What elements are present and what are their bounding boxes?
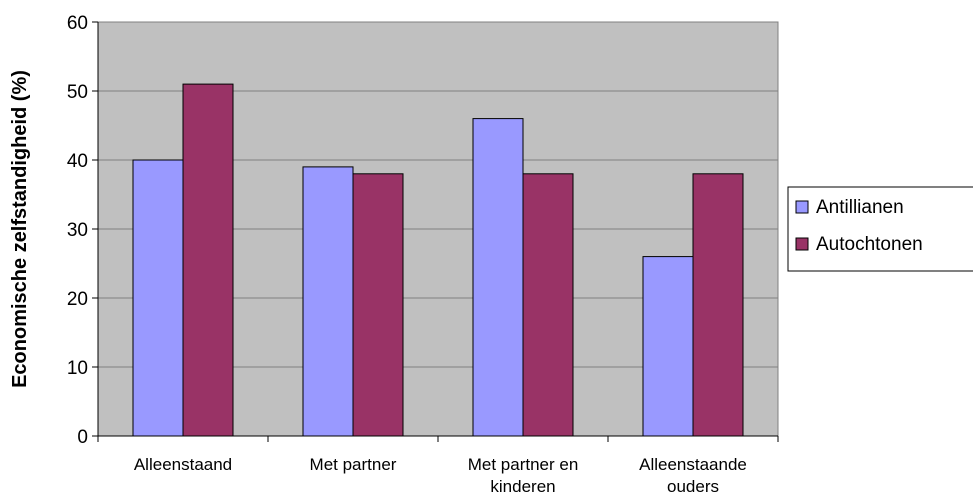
category-label: kinderen <box>490 477 555 496</box>
legend-label: Antillianen <box>816 197 904 218</box>
legend: Antillianen Autochtonen <box>787 186 973 272</box>
bar-autochtonen <box>692 173 744 437</box>
category-label: Alleenstaand <box>134 455 232 474</box>
y-tick-label: 40 <box>67 151 88 172</box>
bar-antillianen <box>642 256 694 437</box>
bar-antillianen <box>472 118 524 437</box>
legend-label: Autochtonen <box>816 234 923 255</box>
category-label: Met partner en <box>468 455 579 474</box>
legend-box <box>787 186 973 272</box>
legend-swatch <box>795 200 809 214</box>
category-label: Met partner <box>310 455 397 474</box>
category-labels: Alleenstaand Met partner Met partner en kin… <box>134 455 747 496</box>
y-tick-label: 20 <box>67 289 88 310</box>
y-tick-label: 60 <box>67 13 88 34</box>
category-label: Alleenstaande <box>639 455 747 474</box>
legend-swatch <box>795 237 809 251</box>
bar-autochtonen <box>182 83 234 437</box>
y-tick-labels: 0 10 20 30 40 50 60 <box>67 13 88 448</box>
bar-antillianen <box>302 166 354 437</box>
bar-autochtonen <box>522 173 574 437</box>
axes <box>92 21 779 442</box>
bar-antillianen <box>132 159 184 437</box>
y-tick-label: 50 <box>67 82 88 103</box>
y-tick-label: 10 <box>67 358 88 379</box>
bar-autochtonen <box>352 173 404 437</box>
y-tick-label: 30 <box>67 220 88 241</box>
y-axis-label: Economische zelfstandigheid (%) <box>9 70 31 388</box>
category-label: ouders <box>667 477 719 496</box>
y-tick-label: 0 <box>77 427 88 448</box>
bars <box>132 83 744 437</box>
